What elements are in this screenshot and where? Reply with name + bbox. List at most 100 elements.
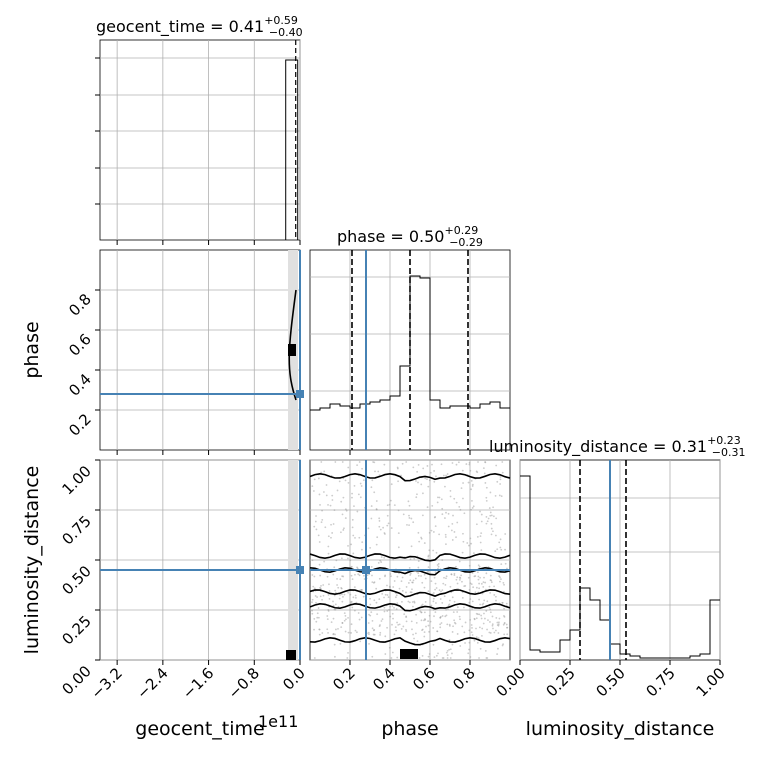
scatter-point (372, 581, 375, 584)
scatter-point (343, 527, 345, 530)
scatter-point (397, 624, 400, 626)
scatter-point (419, 610, 422, 613)
ticklabel-phase-x-0: 0.2 (329, 664, 359, 694)
scatter-point (383, 596, 385, 599)
ticklabel-lum-x-1: 0.25 (542, 664, 578, 700)
scatter-point (405, 620, 408, 623)
density-peak-geocent-phase (288, 344, 296, 356)
scatter-point (440, 622, 443, 624)
scatter-point (312, 585, 315, 588)
scatter-point (376, 613, 379, 616)
scatter-point (449, 585, 452, 588)
scatter-point (500, 563, 503, 566)
scatter-point (322, 584, 325, 586)
scatter-point (469, 469, 472, 472)
scatter-point (411, 581, 414, 584)
scatter-point (469, 656, 472, 658)
scatter-point (320, 471, 323, 474)
scatter-point (409, 574, 412, 576)
scatter-point (479, 541, 482, 544)
scatter-point (318, 563, 321, 566)
scatter-point (351, 606, 354, 609)
scatter-point (489, 632, 492, 634)
scatter-point (330, 523, 332, 526)
scatter-point (457, 461, 460, 464)
scatter-point (324, 526, 327, 529)
scatter-point (386, 626, 388, 629)
scatter-point (439, 623, 442, 626)
scatter-point (424, 618, 426, 620)
scatter-point (453, 621, 456, 624)
scatter-point (313, 657, 316, 659)
scatter-point (494, 595, 497, 598)
scatter-point (470, 508, 473, 511)
scatter-point (427, 655, 430, 658)
scatter-point (445, 614, 448, 617)
scatter-phase-lum (311, 461, 509, 659)
scatter-point (384, 593, 387, 596)
scatter-point (391, 605, 394, 607)
scatter-point (405, 628, 407, 631)
scatter-point (323, 560, 326, 563)
scatter-point (440, 498, 443, 501)
scatter-point (489, 491, 492, 494)
scatter-point (388, 608, 390, 611)
scatter-point (443, 595, 446, 598)
scatter-point (383, 610, 386, 613)
scatter-point (434, 611, 437, 614)
scatter-point (352, 552, 355, 555)
scatter-point (445, 608, 448, 611)
scatter-point (471, 485, 474, 487)
scatter-point (428, 653, 431, 655)
scatter-point (480, 549, 483, 552)
scatter-point (347, 481, 350, 484)
scatter-point (378, 517, 381, 520)
scatter-point (354, 573, 356, 576)
scatter-point (389, 615, 392, 618)
scatter-point (488, 585, 491, 588)
scatter-point (380, 620, 383, 622)
scatter-point (327, 594, 330, 596)
scatter-point (314, 520, 317, 523)
scatter-point (417, 566, 420, 569)
scatter-point (435, 654, 438, 657)
scatter-point (424, 577, 427, 580)
scatter-point (476, 641, 479, 644)
scatter-point (458, 560, 461, 563)
scatter-point (350, 574, 353, 577)
scatter-point (405, 461, 408, 463)
scatter-point (424, 600, 427, 603)
scatter-point (444, 615, 447, 618)
scatter-point (489, 608, 492, 611)
scatter-point (470, 488, 473, 491)
scatter-point (499, 478, 502, 481)
scatter-point (458, 578, 461, 581)
scatter-point (402, 625, 405, 628)
scatter-point (478, 626, 481, 629)
scatter-point (384, 533, 386, 535)
scatter-point (449, 489, 452, 492)
scatter-point (369, 603, 372, 606)
scatter-point (368, 642, 370, 645)
title-geocent-time: geocent_time = 0.41+0.59 −0.40 (96, 14, 303, 39)
scatter-point (343, 612, 346, 615)
scatter-point (448, 599, 451, 602)
scatter-point (464, 642, 466, 644)
scatter-point (501, 601, 504, 604)
scatter-point (375, 508, 378, 511)
scatter-point (498, 617, 501, 620)
scatter-point (325, 484, 328, 486)
scatter-point (318, 628, 321, 631)
scatter-point (477, 575, 480, 578)
ticklabel-geocent-0: −3.2 (87, 664, 125, 702)
scatter-point (440, 463, 443, 466)
scatter-point (497, 624, 500, 627)
scatter-point (484, 581, 487, 584)
scatter-point (349, 601, 352, 604)
scatter-point (366, 574, 369, 577)
scatter-point (471, 483, 474, 486)
scatter-point (474, 591, 477, 594)
scatter-point (497, 632, 500, 634)
scatter-point (451, 596, 454, 599)
scatter-point (361, 589, 363, 591)
